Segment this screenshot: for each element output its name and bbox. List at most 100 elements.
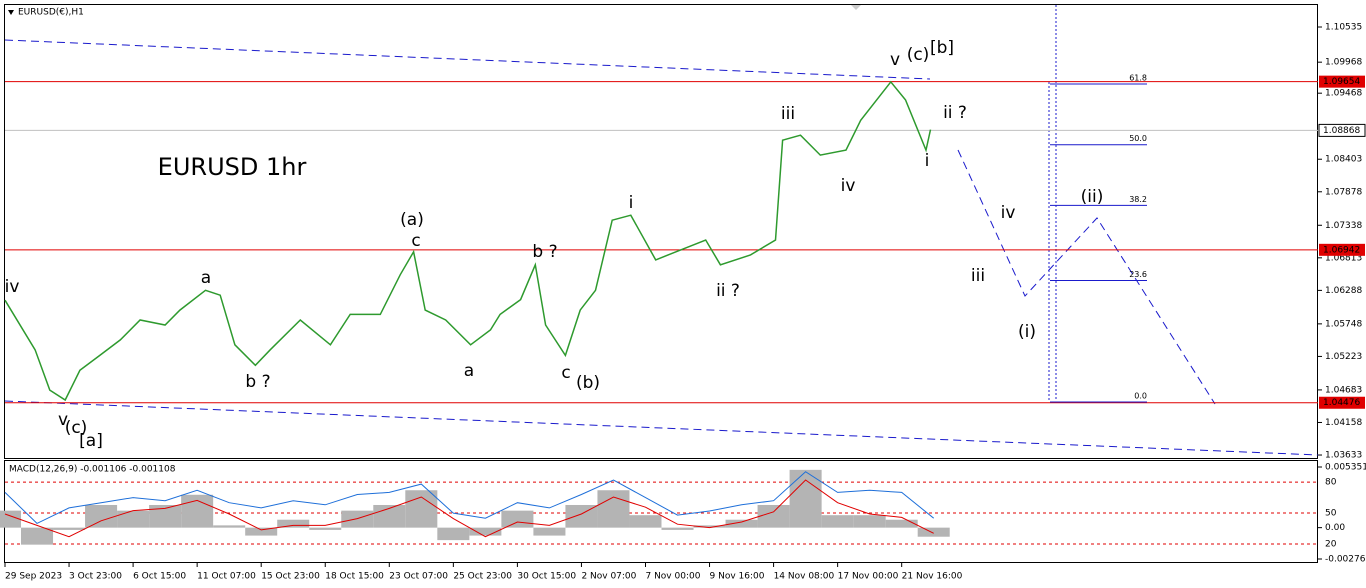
price-label: 1.09654 [1323, 77, 1360, 87]
x-tick-label: 14 Nov 08:00 [774, 572, 835, 582]
histogram-bar [821, 515, 854, 528]
y-tick-label: 1.08403 [1325, 155, 1362, 165]
y-tick-label: 1.03633 [1325, 451, 1362, 461]
x-tick-label: 3 Oct 23:00 [69, 572, 122, 582]
wave-label: EURUSD 1hr [158, 153, 307, 181]
menu-triangle [8, 10, 14, 15]
histogram-bar [853, 515, 886, 528]
chart-title: EURUSD(€),H1 [18, 8, 84, 18]
price-label-box [1319, 396, 1365, 409]
y-tick-label: 0.00 [1325, 523, 1345, 533]
projection-path [957, 149, 1216, 405]
histogram-bar [693, 525, 726, 528]
price-label: 1.04476 [1323, 398, 1360, 408]
histogram-bar [437, 527, 470, 541]
histogram-bar [309, 527, 342, 530]
y-tick-label: 1.05223 [1325, 352, 1362, 362]
wave-label: iii [781, 104, 795, 124]
histogram-bar [181, 494, 214, 528]
y-tick-label: 1.09968 [1325, 58, 1362, 68]
x-tick-label: 6 Oct 15:00 [133, 572, 186, 582]
macd-title: MACD(12,26,9) -0.001106 -0.001108 [9, 465, 176, 475]
x-tick-label: 21 Nov 16:00 [902, 572, 963, 582]
x-tick-label: 7 Nov 00:00 [645, 572, 700, 582]
fib-label: 61.8 [1129, 73, 1147, 82]
signal-line [4, 479, 934, 538]
histogram-bar [0, 510, 22, 528]
y-tick-label: 1.10535 [1325, 23, 1362, 33]
x-tick-label: 29 Sep 2023 [5, 572, 62, 582]
y2-tick-label: 80 [1325, 478, 1337, 488]
histogram-bar [725, 519, 758, 528]
wave-label: b ? [532, 242, 557, 262]
wave-label: (b) [576, 373, 600, 393]
histogram-bar [885, 519, 918, 528]
fib-label: 23.6 [1129, 270, 1147, 279]
histogram-bar [757, 504, 790, 528]
price-label-box [1319, 243, 1365, 256]
wave-label: (c) [907, 45, 930, 65]
y-tick-label: 0.005351 [1325, 463, 1366, 473]
wave-label: (a) [400, 210, 424, 230]
histogram-bar [341, 510, 374, 528]
y2-tick-label: 20 [1325, 540, 1337, 550]
wave-label: a [201, 268, 211, 288]
x-tick-label: 2 Nov 07:00 [581, 572, 636, 582]
y-tick-label: 1.06288 [1325, 286, 1362, 296]
y-tick-label: 1.07338 [1325, 221, 1362, 231]
wave-label: (c) [65, 418, 88, 438]
fib-label: 0.0 [1134, 392, 1147, 401]
histogram-bar [917, 527, 950, 537]
oscillator-line [4, 471, 935, 525]
histogram-bar [533, 527, 566, 536]
x-tick-label: 17 Nov 00:00 [838, 572, 899, 582]
trend-line [4, 39, 931, 80]
wave-label: b ? [245, 372, 270, 392]
histogram-bar [565, 504, 598, 528]
wave-label: [b] [930, 38, 954, 58]
histogram-bar [629, 515, 662, 528]
x-tick-label: 15 Oct 23:00 [261, 572, 320, 582]
price-label: 1.06942 [1323, 245, 1360, 255]
y-tick-label: 1.09468 [1325, 89, 1362, 99]
histogram-bar [277, 519, 310, 528]
y-tick-label: 1.07878 [1325, 187, 1362, 197]
y-tick-label: -0.002766 [1325, 555, 1366, 565]
histogram-bar [469, 527, 502, 536]
histogram-bar [501, 510, 534, 528]
histogram-bar [405, 490, 438, 528]
last-price-label: 1.08868 [1323, 126, 1360, 136]
histogram-bar [149, 504, 182, 528]
wave-label: v [58, 410, 68, 430]
histogram-bar [245, 527, 278, 536]
fib-label: 50.0 [1129, 134, 1147, 143]
histogram-bar [597, 490, 630, 528]
x-tick-label: 30 Oct 15:00 [517, 572, 576, 582]
x-tick-label: 11 Oct 07:00 [197, 572, 256, 582]
price-line-series [4, 80, 932, 402]
wave-label: v [890, 50, 900, 70]
wave-label: c [411, 231, 420, 251]
trend-line [4, 400, 1319, 456]
wave-label: iv [1001, 203, 1016, 223]
main-frame [4, 4, 1318, 459]
wave-label: i [925, 151, 930, 171]
y-tick-label: 1.04683 [1325, 385, 1362, 395]
wave-label: iv [841, 176, 856, 196]
histogram-bar [53, 527, 86, 530]
histogram-bar [117, 510, 150, 528]
x-tick-label: 25 Oct 23:00 [453, 572, 512, 582]
wave-label: c [561, 363, 570, 383]
histogram-bar [85, 504, 118, 528]
x-tick-label: 18 Oct 15:00 [325, 572, 384, 582]
fib-label: 38.2 [1129, 195, 1147, 204]
wave-label: i [629, 193, 634, 213]
wave-label: iv [5, 277, 20, 297]
y-tick-label: 1.05748 [1325, 319, 1362, 329]
wave-label: iii [971, 266, 985, 286]
wave-label: a [464, 361, 474, 381]
wave-label: [a] [79, 431, 103, 451]
shift-marker [851, 5, 861, 10]
plot-layer: 1.10535 1.09968 1.09468 1.08403 1.07878 1.073… [0, 23, 1366, 582]
